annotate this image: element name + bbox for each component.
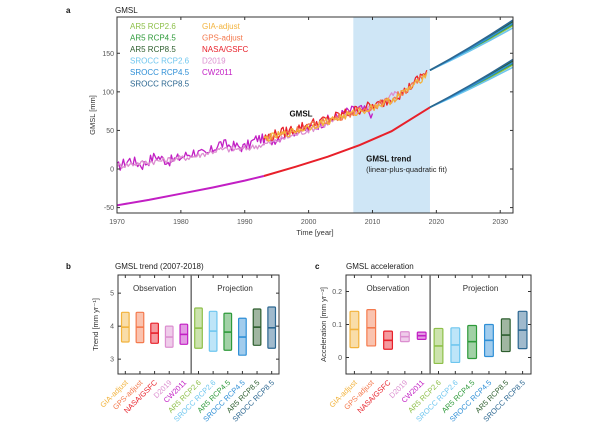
y-tick-label: 50 <box>106 128 114 135</box>
annotations: GMSL GMSL trend (linear-plus-quadratic fit… <box>289 110 447 175</box>
panel-c-content: Observation Projection 0 0.1 0.2 Acceleration… <box>319 274 532 424</box>
x-axis: 1970 1980 1990 2000 2010 2020 2030 <box>109 17 508 226</box>
annotation: GMSL trend <box>366 154 411 163</box>
trend-line <box>116 175 265 207</box>
panel-a-gmsl: a GMSL 1970 1980 1990 2000 2010 2020 2030 -50 0… <box>66 6 514 237</box>
legend-item: D2019 <box>202 57 226 66</box>
y-tick-label: 150 <box>102 51 114 58</box>
x-tick-label: 2030 <box>492 219 508 226</box>
y-axis-label: GMSL [mm] <box>88 95 97 135</box>
x-tick-label: 1980 <box>173 219 189 226</box>
panel-b-title: GMSL trend (2007-2018) <box>115 262 204 271</box>
legend-item: NASA/GSFC <box>202 45 248 54</box>
legend-item: CW2011 <box>202 68 233 77</box>
section-label-observation: Observation <box>366 284 409 293</box>
x-tick-label: 2020 <box>429 219 445 226</box>
y-tick-label: 0.2 <box>332 289 342 296</box>
y-tick-label: 0 <box>110 167 114 174</box>
legend-item: AR5 RCP4.5 <box>130 34 176 43</box>
section-label-projection: Projection <box>217 284 253 293</box>
legend-item: GPS-adjust <box>202 34 244 43</box>
panel-b-trend: b GMSL trend (2007-2018) Observation Proj… <box>66 262 280 424</box>
panel-b-letter: b <box>66 262 71 271</box>
y-tick-label: 5 <box>110 291 114 298</box>
y-axis-label: Trend [mm yr⁻¹] <box>91 298 100 351</box>
panel-c-acceleration: c GMSL acceleration Observation Projectio… <box>315 262 532 424</box>
legend-item: GIA-adjust <box>202 22 241 31</box>
series-nasa-gsfc <box>263 69 428 142</box>
legend: AR5 RCP2.6 AR5 RCP4.5 AR5 RCP8.5 SROCC RCP2… <box>130 22 248 89</box>
x-tick-label: 1990 <box>237 219 253 226</box>
legend-item: SROCC RCP2.6 <box>130 57 190 66</box>
x-tick-label: 1970 <box>109 219 125 226</box>
legend-item: AR5 RCP2.6 <box>130 22 176 31</box>
y-tick-label: 3 <box>110 357 114 364</box>
plot-frame <box>116 16 514 214</box>
panel-c-title: GMSL acceleration <box>346 262 414 271</box>
y-tick-label: 0.1 <box>332 322 342 329</box>
y-tick-label: 4 <box>110 324 114 331</box>
annotation: GMSL <box>289 110 312 119</box>
series-group <box>116 19 514 207</box>
y-axis-label: Acceleration [mm yr⁻²] <box>319 287 328 362</box>
legend-item: AR5 RCP8.5 <box>130 45 176 54</box>
section-label-observation: Observation <box>133 284 176 293</box>
panel-a-title: GMSL <box>115 6 138 15</box>
trend-line <box>263 106 431 177</box>
section-label-projection: Projection <box>463 284 499 293</box>
legend-item: SROCC RCP8.5 <box>130 80 190 89</box>
y-tick-label: 100 <box>102 89 114 96</box>
x-tick-label: 2010 <box>365 219 381 226</box>
projection-upper-srocc-rcp8-5 <box>429 19 514 71</box>
projection-lower-srocc-rcp8-5 <box>429 58 514 108</box>
y-tick-label: -50 <box>104 205 114 212</box>
panel-a-letter: a <box>66 6 71 15</box>
x-tick-label: 2000 <box>301 219 317 226</box>
y-axis: -50 0 50 100 150 <box>102 51 513 212</box>
series-gia-adjust <box>263 72 428 142</box>
legend-item: SROCC RCP4.5 <box>130 68 190 77</box>
panel-c-letter: c <box>315 262 320 271</box>
y-tick-label: 0 <box>338 355 342 362</box>
x-axis-label: Time [year] <box>296 228 333 237</box>
annotation: (linear-plus-quadratic fit) <box>366 165 447 174</box>
